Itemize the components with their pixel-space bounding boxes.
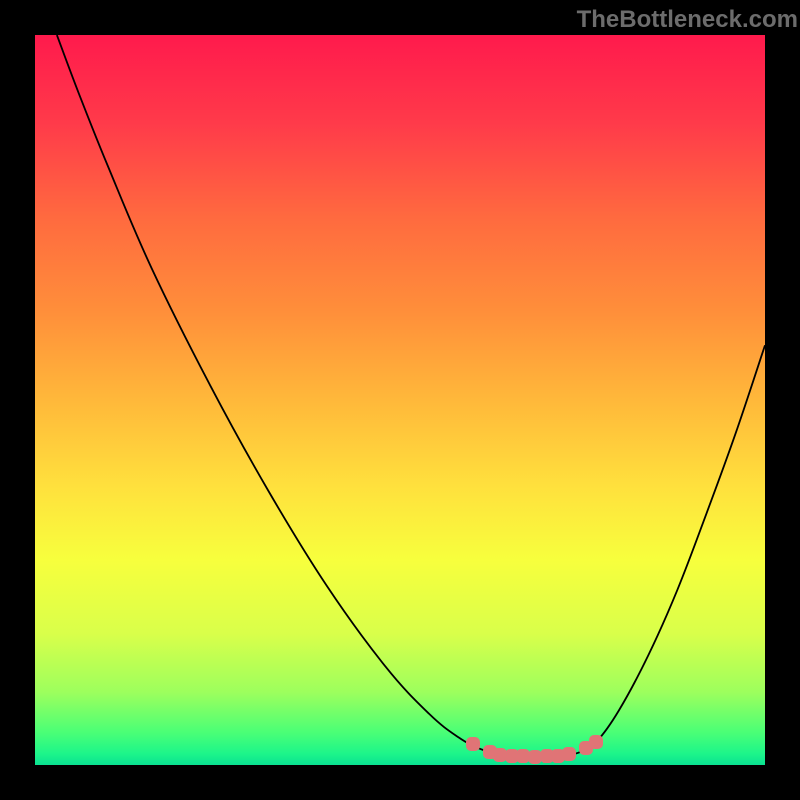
optimal-marker [562,747,576,761]
optimal-marker [466,737,480,751]
watermark-text: TheBottleneck.com [577,6,798,34]
optimal-marker [589,735,603,749]
plot-area [35,35,765,765]
optimal-region-markers [35,35,765,765]
